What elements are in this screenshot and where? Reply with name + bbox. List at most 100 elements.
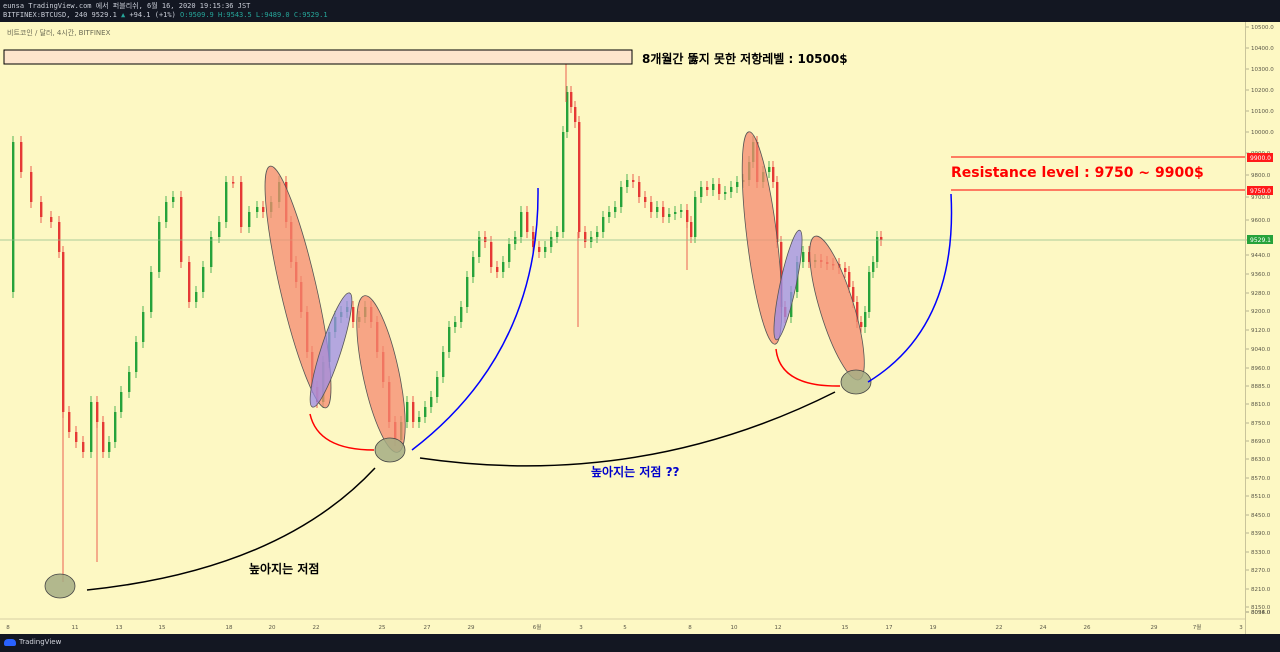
time-axis-bg: [0, 619, 1246, 634]
candle-body: [872, 262, 875, 272]
resistance-8m-text[interactable]: 8개월간 뚫지 못한 저항레벨 : 10500$: [642, 51, 848, 66]
candle-body: [620, 187, 623, 207]
time-tick-label: 15: [159, 625, 166, 631]
ohlc-values: O:9509.9 H:9543.5 L:9489.0 C:9529.1: [180, 11, 328, 19]
candles: [12, 52, 883, 582]
price-tick-label: 8270.0: [1251, 568, 1271, 574]
candle-body: [202, 267, 205, 292]
candle-body: [210, 237, 213, 267]
candle-body: [472, 257, 475, 277]
price-tick-label: 10200.0: [1251, 88, 1274, 94]
candle-body: [544, 247, 547, 252]
candle-body: [570, 92, 573, 107]
time-tick-label: 29: [1151, 625, 1158, 631]
candle-body: [768, 167, 771, 172]
footer-bar: TradingView: [0, 634, 1280, 652]
price-tick-label: 10400.0: [1251, 46, 1274, 52]
rebound-ellipse-2[interactable]: [769, 229, 808, 342]
candle-body: [218, 222, 221, 237]
brand-text: TradingView: [19, 638, 62, 646]
higher-lows-text[interactable]: 높아지는 저점: [249, 561, 319, 576]
time-tick-label: 17: [886, 625, 893, 631]
candle-body: [662, 207, 665, 217]
bottom-arc-2[interactable]: [775, 348, 841, 387]
candle-body: [730, 187, 733, 192]
price-tick-label: 10500.0: [1251, 25, 1274, 31]
time-tick-label: 27: [424, 625, 431, 631]
resistance-box[interactable]: [3, 49, 633, 65]
candle-body: [772, 167, 775, 182]
candle-body: [556, 232, 559, 237]
candle-body: [848, 272, 851, 287]
recovery-arc-1[interactable]: [411, 187, 539, 451]
higher-lows-question-text[interactable]: 높아지는 저점 ??: [591, 464, 680, 479]
price-tick-label: 9120.0: [1251, 328, 1271, 334]
candle-body: [108, 442, 111, 452]
candle-body: [520, 212, 523, 237]
candle-body: [466, 277, 469, 307]
chart-area[interactable]: 비트코인 / 달러, 4시간, BITFINEX 8개월간 뚫지: [0, 22, 1280, 634]
drop-ellipse-1[interactable]: [253, 162, 344, 412]
candle-body: [550, 237, 553, 247]
price-axis-bg: [1246, 22, 1280, 634]
time-tick-label: 6월: [533, 623, 542, 631]
price-tick-label: 8038.0: [1251, 610, 1271, 616]
resistance-level-text[interactable]: Resistance level : 9750 ~ 9900$: [951, 165, 1204, 181]
time-axis[interactable]: 8 11 13 15 18 20 22 25 27 29 6월 3 5 8 10 12 15 17 19 22 24 26…: [6, 623, 1243, 631]
time-tick-label: 12: [775, 625, 782, 631]
rebound-ellipse-1[interactable]: [303, 290, 359, 410]
candle-body: [614, 207, 617, 212]
candle-body: [96, 402, 99, 422]
price-tick-label: 8570.0: [1251, 476, 1271, 482]
higher-lows-curve-1[interactable]: [86, 467, 376, 591]
candle-body: [562, 132, 565, 232]
candle-body: [20, 142, 23, 172]
low-circle-2[interactable]: [374, 437, 406, 463]
candle-body: [430, 397, 433, 407]
candle-body: [694, 197, 697, 237]
candle-body: [644, 197, 647, 202]
time-tick-label: 22: [996, 625, 1003, 631]
price-tick-label: 8630.0: [1251, 457, 1271, 463]
candle-body: [102, 422, 105, 452]
drop-ellipse-4[interactable]: [799, 231, 875, 384]
price-tick-label: 10300.0: [1251, 67, 1274, 73]
candle-body: [30, 172, 33, 202]
chart-header: eunsa TradingView.com 에서 퍼블리쉬, 6월 16, 20…: [0, 0, 1280, 22]
symbol-price: BITFINEX:BTCUSD, 240 9529.1: [3, 11, 117, 19]
price-tick-label: 9700.0: [1251, 195, 1271, 201]
candle-body: [508, 244, 511, 262]
price-tick-label: 8960.0: [1251, 366, 1271, 372]
recovery-arc-2[interactable]: [867, 193, 953, 383]
candle-body: [880, 237, 883, 240]
higher-lows-curve-2[interactable]: [419, 391, 836, 467]
candle-body: [90, 402, 93, 452]
candle-body: [802, 252, 805, 262]
low-circle-3[interactable]: [840, 369, 872, 395]
candle-body: [68, 412, 71, 432]
candle-body: [75, 432, 78, 442]
low-circle-1[interactable]: [44, 573, 76, 599]
candle-body: [412, 402, 415, 422]
candle-body: [566, 92, 569, 132]
candle-body: [674, 212, 677, 214]
candle-body: [608, 212, 611, 217]
candle-body: [248, 212, 251, 227]
candle-body: [418, 417, 421, 422]
candle-body: [40, 202, 43, 217]
time-tick-label: 19: [930, 625, 937, 631]
bottom-arc-1[interactable]: [309, 413, 375, 451]
price-tick-label: 8330.0: [1251, 550, 1271, 556]
tradingview-cloud-icon: [4, 638, 16, 646]
tradingview-logo[interactable]: TradingView: [4, 638, 61, 646]
candle-body: [780, 242, 783, 307]
price-tick-label: 9200.0: [1251, 309, 1271, 315]
price-axis-border: [1245, 22, 1246, 634]
drop-ellipse-2[interactable]: [347, 292, 415, 456]
price-tick-label: 9040.0: [1251, 347, 1271, 353]
drop-ellipse-3[interactable]: [734, 130, 790, 346]
candle-body: [724, 192, 727, 194]
candle-body: [406, 402, 409, 422]
price-tick-label: 8210.0: [1251, 587, 1271, 593]
candle-body: [50, 217, 53, 222]
